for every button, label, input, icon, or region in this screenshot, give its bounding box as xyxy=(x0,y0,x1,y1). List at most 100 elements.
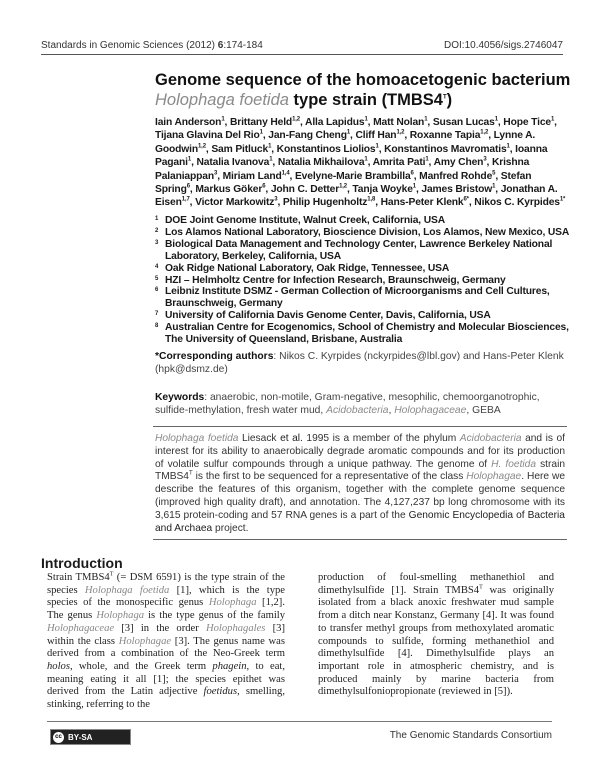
author: Miriam Land1,4, xyxy=(222,170,295,182)
author-affiliation-mark: 1,2 xyxy=(292,116,300,123)
author-affiliation-mark: 1 xyxy=(550,116,555,123)
author-name: Tijana Glavina Del Rio xyxy=(155,130,260,142)
author: Tijana Glavina Del Rio1, xyxy=(155,129,269,142)
author-affiliation-mark: 1 xyxy=(221,116,225,123)
doi: DOI:10.4056/sigs.2746047 xyxy=(444,40,563,51)
text-run: (= DSM 6591) is the type strain of the s… xyxy=(47,572,285,596)
author-name: Jonathan A. Eisen xyxy=(155,184,558,209)
text-run: is the first to be sequenced for a repre… xyxy=(192,471,467,483)
intro-left-column: Strain TMBS4T (= DSM 6591) is the type s… xyxy=(47,571,286,712)
author: Brittany Held1,2, xyxy=(229,116,306,128)
cc-license-badge[interactable]: cc BY-SA xyxy=(50,729,131,745)
text-run: [3] in the order xyxy=(114,622,206,634)
author-affiliation-mark: 1,2 xyxy=(480,129,489,136)
author-affiliation-mark: 1 xyxy=(506,143,510,150)
article-title: Genome sequence of the homoacetogenic ba… xyxy=(155,71,571,109)
author-affiliation-mark: 3 xyxy=(274,197,278,204)
affiliation-text: Australian Centre for Ecogenomics, Schoo… xyxy=(165,322,569,346)
affiliation: 8 Australian Centre for Ecogenomics, Scho… xyxy=(155,322,570,346)
journal-citation: Standards in Genomic Sciences (2012) 6:1… xyxy=(41,40,263,51)
affiliation-text: University of California Davis Genome Ce… xyxy=(165,310,491,322)
author: Cliff Han1,2, xyxy=(355,129,410,142)
text-run: 1995 is a member of the phylum xyxy=(302,433,460,444)
affiliation-number: 3 xyxy=(155,239,159,246)
author-name: Tanja Woyke xyxy=(352,184,413,196)
author-affiliation-mark: 1 xyxy=(269,156,273,163)
taxon-name: Holophagaceae xyxy=(47,622,115,634)
author-affiliation-mark: 1,4 xyxy=(281,170,290,177)
author-affiliation-mark: 3 xyxy=(483,156,487,163)
keywords: Keywords: anaerobic, non-motile, Gram-ne… xyxy=(155,392,540,416)
author-affiliation-mark: 3 xyxy=(214,170,218,177)
superscript: T xyxy=(188,471,193,477)
author-name: Markus Göker xyxy=(195,184,263,196)
author: Krishna Palaniappan3, xyxy=(155,157,530,182)
emphasis: holos xyxy=(47,660,70,672)
text-run: Strain TMBS4 xyxy=(47,572,110,583)
taxon-name: Holophagales xyxy=(205,622,266,634)
text-run: and is of interest for its ability to an… xyxy=(155,433,566,470)
author: Manfred Rohde5, xyxy=(419,170,501,182)
affiliation-text: Biological Data Management and Technolog… xyxy=(165,238,553,262)
author-name: Alla Lapidus xyxy=(305,117,365,128)
text-run: Liesack xyxy=(238,433,281,444)
taxon-name: Holophagae xyxy=(118,635,172,647)
text-run: was originally isolated from a black ano… xyxy=(318,584,555,698)
text-run: [3]. The genus name was derived from a c… xyxy=(47,635,286,660)
affiliations: 1 DOE Joint Genome Institute, Walnut Cree… xyxy=(155,215,570,346)
author-affiliation-mark: 1,8 xyxy=(367,197,376,204)
author: Sam Pitluck1, xyxy=(211,143,277,155)
author-affiliation-mark: 6* xyxy=(463,197,470,204)
author-name: Hope Tice xyxy=(503,117,551,128)
author: Iain Anderson1, xyxy=(155,116,230,128)
emphasis: phagein xyxy=(212,660,247,672)
author: Konstantinos Liolios1, xyxy=(276,143,385,155)
author-name: Stefan Spring xyxy=(155,170,532,196)
author-affiliation-mark: 1 xyxy=(346,129,351,136)
affiliation-number: 1 xyxy=(155,216,159,222)
affiliation-text: Leibniz Institute DSMZ - German Collecti… xyxy=(165,286,550,310)
author-name: Natalia Ivanova xyxy=(196,157,270,169)
author-affiliation-mark: 1 xyxy=(412,183,416,190)
affiliation-number: 8 xyxy=(155,323,159,330)
abstract: Holophaga foetida Liesack et al. 1995 is… xyxy=(153,426,567,541)
text-run: , whole, and the Greek term xyxy=(69,660,213,672)
author-name: Matt Nolan xyxy=(373,117,425,128)
text-run: : anaerobic, non-motile, Gram-negative, … xyxy=(155,392,540,416)
author-affiliation-mark: 1 xyxy=(187,156,192,163)
taxon-name: Holophaga foetida xyxy=(84,584,170,596)
author-affiliation-mark: 1,7 xyxy=(181,197,190,204)
affiliation: 6 Leibniz Institute DSMZ - German Collect… xyxy=(155,286,570,310)
taxon-name: Holophagae xyxy=(466,471,522,483)
author-affiliation-mark: 6 xyxy=(262,183,266,190)
text-run: [1], which is the type species of the mo… xyxy=(47,584,285,609)
footer-rule xyxy=(47,721,552,722)
affiliation-number: 5 xyxy=(155,275,159,282)
author: Lynne A. Goodwin1,2, xyxy=(155,130,536,155)
author-name: Victor Markowitz xyxy=(195,197,275,209)
text-run: , GEBA xyxy=(466,405,501,416)
author-name: Nikos C. Kyrpides xyxy=(474,197,560,209)
text-run: strain TMBS4 xyxy=(155,458,566,483)
superscript: T xyxy=(109,571,114,578)
author: Hans-Peter Klenk6*, xyxy=(380,197,475,209)
taxon-name: Holophaga foetida xyxy=(155,433,239,444)
author: Jan-Fang Cheng1, xyxy=(268,129,356,142)
superscript: T xyxy=(479,584,483,591)
taxon-name: Acidobacteria xyxy=(326,405,389,416)
corresponding-authors: *Corresponding authors: Nikos C. Kyrpide… xyxy=(155,351,564,375)
author-name: Konstantinos Liolios xyxy=(276,143,376,155)
author-affiliation-mark: 1 xyxy=(494,116,498,123)
taxon-name: Acidobacteria xyxy=(459,433,522,444)
author-affiliation-mark: 1* xyxy=(559,197,566,204)
text-run: is the type genus of the family xyxy=(144,610,286,622)
author-affiliation-mark: 1 xyxy=(268,143,272,150)
author-affiliation-mark: 1,2 xyxy=(339,183,347,190)
publisher: The Genomic Standards Consortium xyxy=(389,730,552,741)
author: Matt Nolan1, xyxy=(373,116,433,128)
author-name: Amy Chen xyxy=(433,157,484,169)
title-genus: Holophaga foetida xyxy=(155,91,289,109)
text-run: , smelling, stinking, referring to the xyxy=(47,686,285,711)
affiliation-number: 6 xyxy=(155,287,159,294)
author: Victor Markowitz3, xyxy=(195,197,283,209)
